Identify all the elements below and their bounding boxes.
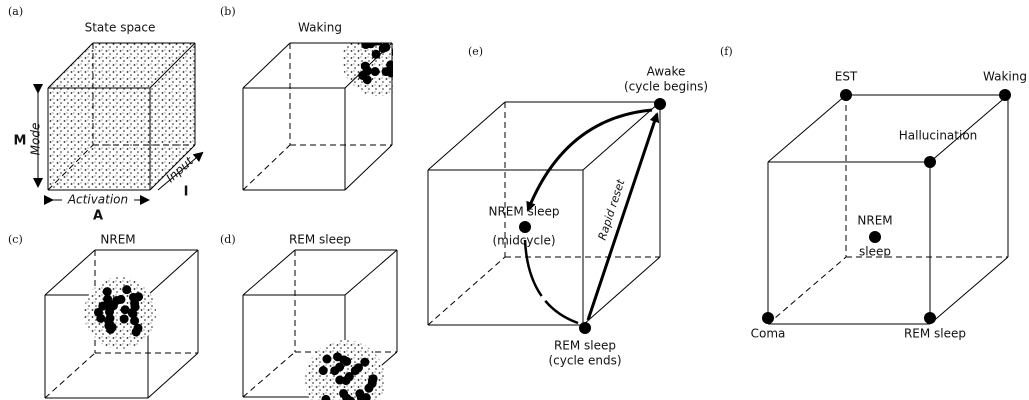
node-label: Hallucination — [899, 129, 978, 143]
state-halo — [342, 24, 414, 96]
node — [579, 322, 591, 334]
node-label: NREM sleep — [488, 205, 559, 219]
edge — [583, 257, 660, 325]
panel-label: (f) — [720, 45, 733, 58]
arrow — [525, 240, 578, 323]
state-dot — [391, 48, 400, 57]
node — [924, 312, 936, 324]
node — [519, 221, 531, 233]
state-dot — [345, 372, 354, 381]
hidden-edge — [243, 352, 295, 397]
node-label: Waking — [983, 70, 1027, 84]
state-dot — [108, 323, 117, 332]
cluster-group — [342, 24, 414, 96]
panel-label: (e) — [468, 45, 483, 58]
state-dot — [120, 314, 129, 323]
state-dot — [128, 309, 137, 318]
cluster-group — [84, 277, 156, 349]
panel-title: Waking — [298, 21, 342, 35]
state-dot — [319, 366, 328, 375]
state-dot — [322, 355, 331, 364]
state-dot — [96, 314, 105, 323]
page: (a) (b) (c) (d) (e) (f) State space Waki… — [0, 0, 1029, 400]
panel-title: NREM — [100, 233, 135, 247]
axis-label: Mode — [29, 123, 43, 156]
edge — [345, 145, 392, 190]
edge — [930, 257, 1008, 324]
node-label: REM sleep — [904, 327, 966, 341]
node-sublabel: (cycle ends) — [548, 354, 621, 368]
edge — [345, 250, 397, 295]
axis-label: Activation — [67, 193, 128, 207]
edge — [45, 250, 95, 295]
state-dot — [381, 43, 390, 52]
state-dot — [372, 50, 381, 59]
node-label: Coma — [751, 327, 786, 341]
node — [654, 98, 666, 110]
state-dot — [354, 363, 363, 372]
state-dot — [394, 45, 403, 54]
edge — [768, 95, 846, 162]
node-sublabel: (cycle begins) — [624, 80, 708, 94]
arrow-label: Rapid reset — [596, 177, 628, 242]
state-dot — [361, 40, 370, 49]
state-dot — [370, 31, 379, 40]
panel-title: REM sleep — [289, 233, 351, 247]
state-dot — [374, 36, 383, 45]
hidden-edge — [45, 353, 95, 398]
node-sublabel: sleep — [859, 245, 891, 259]
node-sublabel: (midcycle) — [492, 234, 555, 248]
axis-letter: I — [184, 185, 189, 200]
state-dot — [393, 46, 402, 55]
panel-label: (b) — [220, 5, 236, 18]
state-dot — [369, 374, 378, 383]
state-dot — [342, 357, 351, 366]
edge — [243, 43, 290, 88]
state-dot — [335, 363, 344, 372]
node-label: Awake — [647, 65, 686, 79]
figure: (a) (b) (c) (d) (e) (f) State space Waki… — [0, 0, 1029, 400]
panel-title: State space — [85, 21, 156, 35]
axis-letter: M — [14, 134, 27, 149]
hidden-edge — [768, 257, 846, 324]
state-dot — [364, 384, 373, 393]
state-dot — [333, 352, 342, 361]
panel-label: (d) — [220, 233, 236, 246]
edge — [148, 250, 198, 295]
panel-label: (a) — [8, 5, 23, 18]
state-dot — [134, 292, 143, 301]
edge — [148, 353, 198, 398]
cluster-group — [305, 340, 385, 400]
edge — [428, 102, 505, 170]
state-dot — [116, 295, 125, 304]
node — [840, 89, 852, 101]
state-dot — [122, 285, 131, 294]
state-dot — [335, 376, 344, 385]
node — [999, 89, 1011, 101]
node — [869, 231, 881, 243]
arrow — [588, 114, 657, 320]
node-label: REM sleep — [554, 339, 616, 353]
node-label: EST — [835, 70, 858, 84]
state-dot — [386, 60, 395, 69]
edge — [243, 250, 295, 295]
state-dot — [395, 43, 404, 52]
state-dot — [109, 301, 118, 310]
hidden-edge — [243, 145, 290, 190]
node — [762, 312, 774, 324]
node-label: NREM — [857, 214, 892, 228]
node — [924, 156, 936, 168]
axis-letter: A — [93, 209, 103, 224]
hidden-edge — [428, 257, 505, 325]
panel-label: (c) — [8, 233, 23, 246]
state-dot — [398, 56, 407, 65]
state-dot — [132, 327, 141, 336]
